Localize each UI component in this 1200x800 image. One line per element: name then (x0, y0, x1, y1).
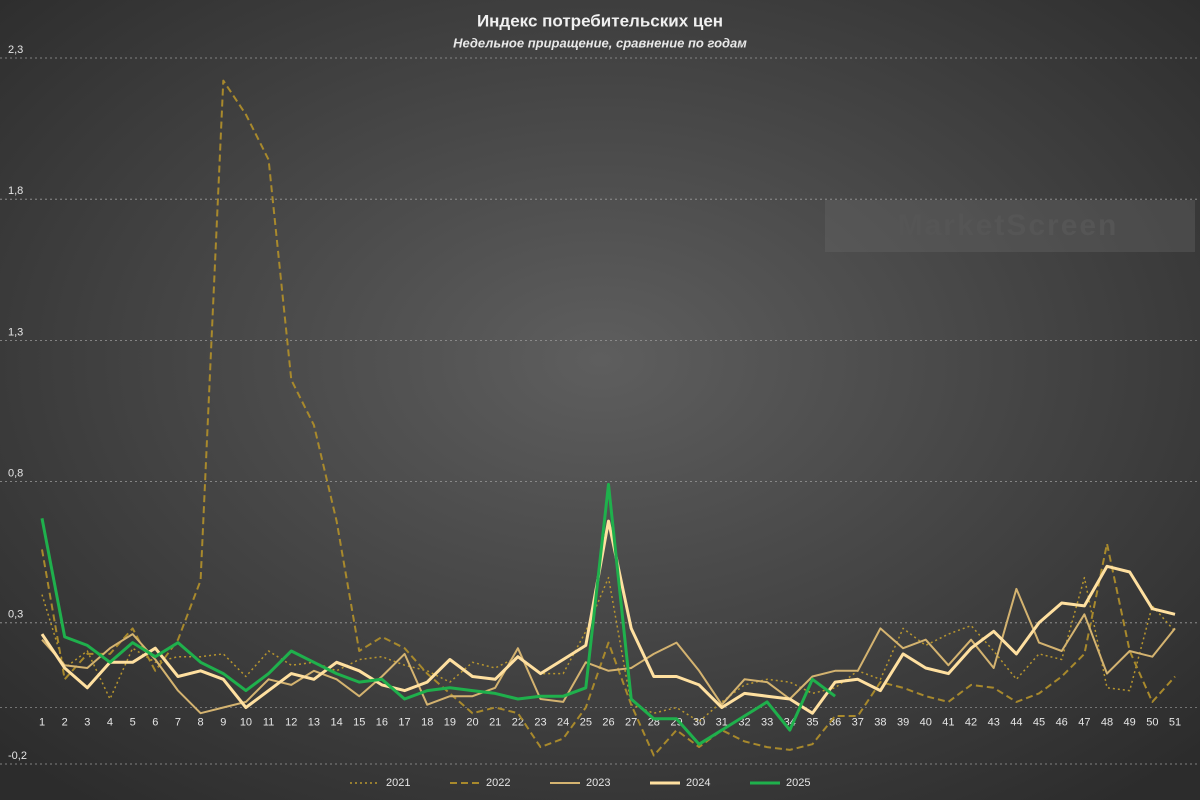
legend-label: 2024 (686, 777, 710, 789)
legend-label: 2021 (386, 777, 410, 789)
legend-label: 2023 (586, 777, 610, 789)
x-tick-label: 31 (716, 716, 728, 728)
y-tick-label: 0,3 (8, 609, 23, 621)
x-tick-label: 2 (62, 716, 68, 728)
x-tick-label: 51 (1169, 716, 1181, 728)
x-tick-label: 37 (852, 716, 864, 728)
x-tick-label: 15 (353, 716, 365, 728)
x-tick-label: 13 (308, 716, 320, 728)
x-tick-label: 25 (580, 716, 592, 728)
x-tick-label: 27 (625, 716, 637, 728)
x-tick-label: 20 (466, 716, 478, 728)
series-line (41, 587, 1176, 715)
x-tick-label: 19 (444, 716, 456, 728)
x-tick-label: 48 (1101, 716, 1113, 728)
x-tick-label: 33 (761, 716, 773, 728)
x-tick-label: 38 (874, 716, 886, 728)
x-tick-label: 24 (557, 716, 569, 728)
x-tick-label: 11 (263, 716, 274, 728)
x-tick-label: 14 (330, 716, 342, 728)
series-line (40, 519, 1176, 715)
x-tick-label: 43 (988, 716, 1000, 728)
legend-label: 2022 (486, 777, 510, 789)
x-tick-label: 39 (897, 716, 909, 728)
x-tick-label: 26 (602, 716, 614, 728)
x-tick-label: 42 (965, 716, 977, 728)
x-tick-label: 35 (806, 716, 818, 728)
x-tick-label: 1 (39, 716, 45, 728)
x-tick-label: 23 (534, 716, 546, 728)
x-tick-label: 16 (376, 716, 388, 728)
x-tick-label: 40 (920, 716, 932, 728)
x-tick-label: 41 (942, 716, 954, 728)
series-line (41, 576, 1176, 723)
x-tick-label: 18 (421, 716, 433, 728)
watermark-box (825, 200, 1195, 252)
series-line (40, 482, 836, 746)
x-tick-label: 47 (1078, 716, 1090, 728)
y-tick-label: 0,8 (8, 468, 23, 480)
x-tick-label: 9 (220, 716, 226, 728)
x-tick-label: 49 (1124, 716, 1136, 728)
x-tick-label: 21 (489, 716, 501, 728)
x-tick-label: 12 (285, 716, 297, 728)
x-tick-label: 50 (1146, 716, 1158, 728)
y-tick-label: 1,3 (8, 326, 23, 338)
chart-title: Индекс потребительских цен (477, 11, 723, 30)
series-line (41, 79, 1176, 757)
y-tick-label: -0,2 (8, 750, 27, 762)
x-tick-label: 5 (130, 716, 136, 728)
x-tick-label: 6 (152, 716, 158, 728)
x-tick-label: 17 (398, 716, 410, 728)
x-tick-label: 7 (175, 716, 181, 728)
x-tick-label: 46 (1056, 716, 1068, 728)
x-tick-label: 3 (84, 716, 90, 728)
x-tick-label: 4 (107, 716, 113, 728)
x-tick-label: 8 (198, 716, 204, 728)
x-tick-label: 44 (1010, 716, 1022, 728)
x-tick-label: 45 (1033, 716, 1045, 728)
watermark: MarketScreen (898, 209, 1119, 242)
y-tick-label: 2,3 (8, 44, 23, 56)
x-tick-label: 10 (240, 716, 252, 728)
legend-label: 2025 (786, 777, 810, 789)
chart-subtitle: Недельное приращение, сравнение по годам (453, 35, 747, 50)
y-tick-label: 1,8 (8, 185, 23, 197)
